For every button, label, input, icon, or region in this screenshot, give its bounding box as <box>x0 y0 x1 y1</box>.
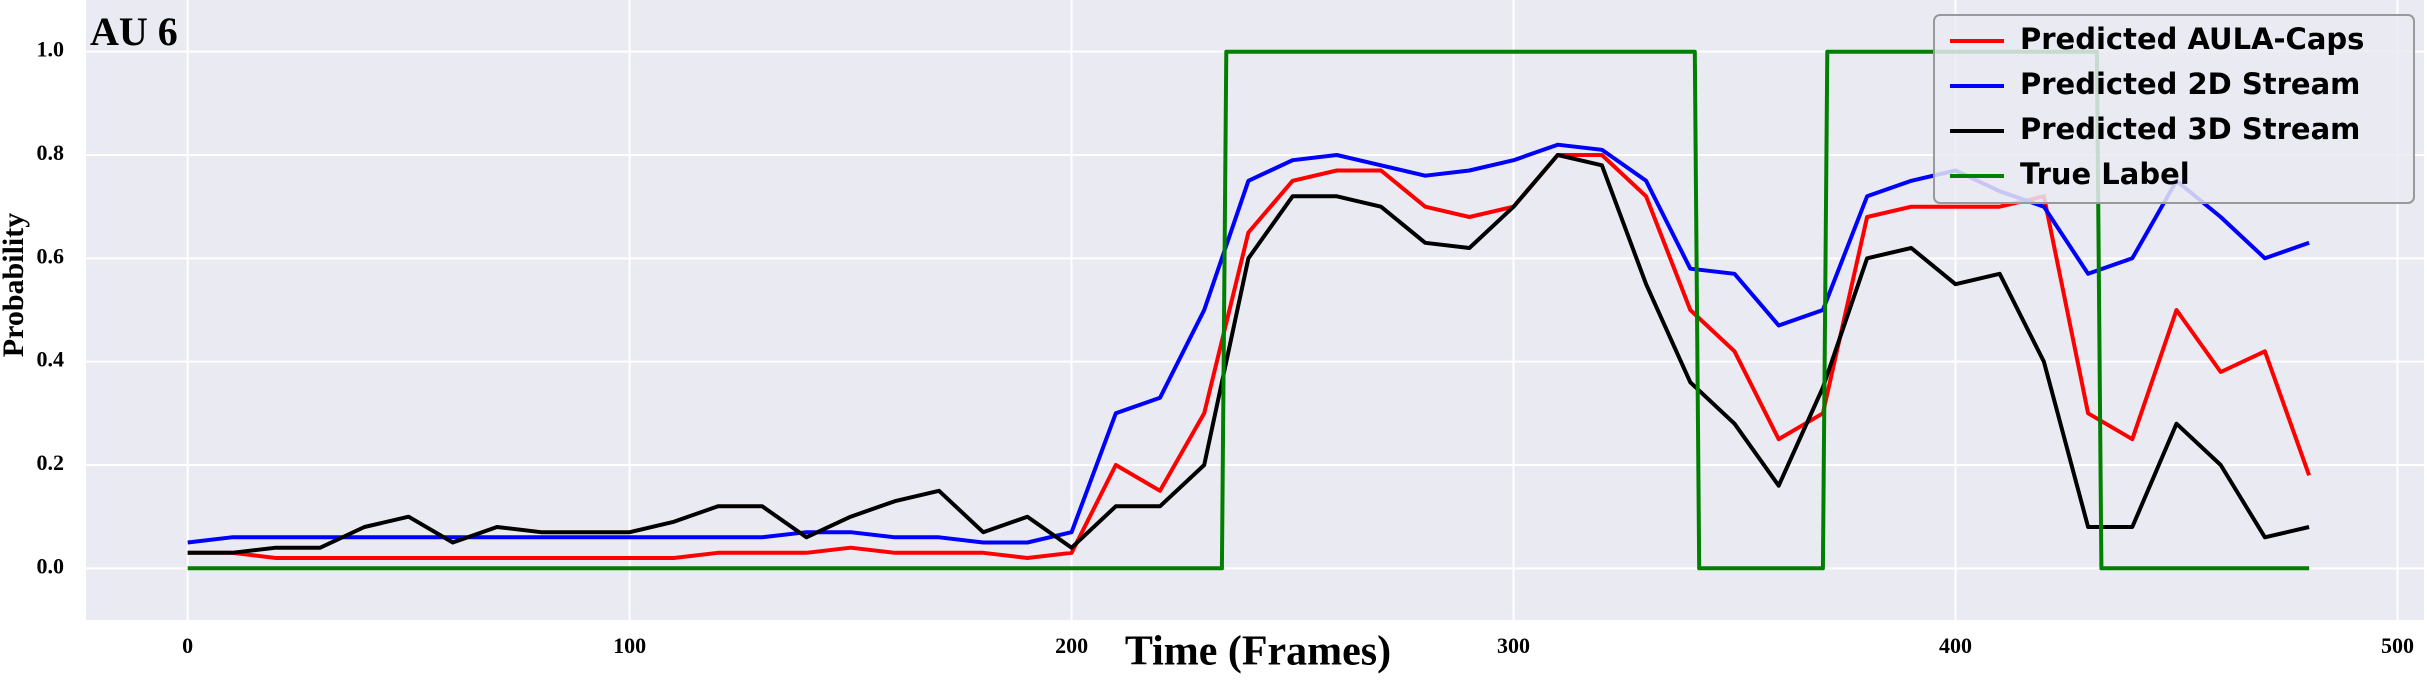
y-tick-label: 0.8 <box>37 140 65 165</box>
annotation: AU 6 <box>90 9 178 54</box>
series-line <box>187 49 2310 571</box>
legend-label: True Label <box>2020 157 2190 191</box>
y-tick-label: 1.0 <box>37 37 65 62</box>
x-tick-label: 200 <box>1055 633 1088 658</box>
legend-label: Predicted 2D Stream <box>2020 67 2360 101</box>
x-tick-label: 100 <box>613 633 646 658</box>
y-tick-label: 0.0 <box>37 553 65 578</box>
x-tick-label: 500 <box>2381 633 2414 658</box>
x-axis-label: Time (Frames) <box>1125 629 1391 675</box>
y-axis-label: Probability <box>0 213 30 357</box>
y-tick-label: 0.2 <box>37 450 65 475</box>
legend-label: Predicted AULA-Caps <box>2020 22 2364 56</box>
x-tick-label: 0 <box>182 633 193 658</box>
x-tick-label: 300 <box>1497 633 1530 658</box>
y-tick-label: 0.4 <box>37 347 65 372</box>
legend-box <box>1933 14 2415 204</box>
y-tick-label: 0.6 <box>37 243 65 268</box>
series-line <box>187 153 2310 555</box>
x-tick-label: 400 <box>1939 633 1972 658</box>
legend-label: Predicted 3D Stream <box>2020 112 2360 146</box>
series-line <box>187 153 2311 560</box>
